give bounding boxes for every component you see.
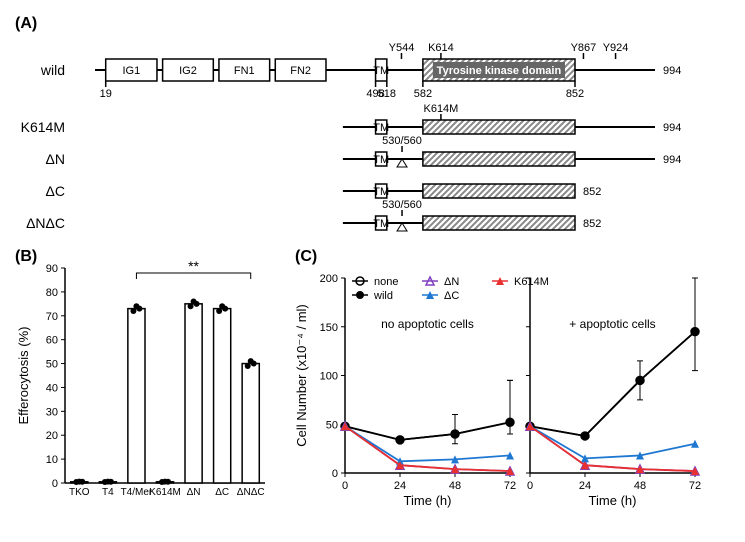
panel-c-svg: (C) Cell Number (x10⁻⁴ / ml) none wild ΔN ΔC K… xyxy=(290,243,730,523)
svg-text:72: 72 xyxy=(689,480,701,492)
svg-text:IG2: IG2 xyxy=(179,65,197,77)
svg-text:19: 19 xyxy=(100,88,112,100)
svg-text:ΔN: ΔN xyxy=(187,487,201,498)
panel-a-svg: (A) wild IG1 IG2 FN1 FN2 TM Tyrosine kinase dom… xyxy=(10,10,735,240)
svg-text:ΔN: ΔN xyxy=(46,151,65,167)
svg-text:150: 150 xyxy=(320,322,338,334)
svg-text:no apoptotic cells: no apoptotic cells xyxy=(381,317,474,331)
svg-text:0: 0 xyxy=(342,480,348,492)
svg-text:530/560: 530/560 xyxy=(382,135,422,147)
svg-text:(B): (B) xyxy=(15,248,37,265)
svg-text:ΔC: ΔC xyxy=(444,290,459,302)
svg-text:60: 60 xyxy=(46,335,58,347)
svg-text:Cell Number (x10⁻⁴ / ml): Cell Number (x10⁻⁴ / ml) xyxy=(294,304,309,446)
svg-text:48: 48 xyxy=(634,480,646,492)
svg-text:852: 852 xyxy=(583,218,601,230)
svg-text:Time (h): Time (h) xyxy=(404,493,452,508)
svg-text:ΔNΔC: ΔNΔC xyxy=(237,487,265,498)
svg-text:FN1: FN1 xyxy=(234,65,255,77)
svg-text:Efferocytosis (%): Efferocytosis (%) xyxy=(16,326,31,424)
svg-text:70: 70 xyxy=(46,311,58,323)
svg-text:(C): (C) xyxy=(295,248,317,265)
svg-text:K614M: K614M xyxy=(21,119,65,135)
panel-c: (C) Cell Number (x10⁻⁴ / ml) none wild ΔN ΔC K… xyxy=(290,243,730,526)
svg-text:48: 48 xyxy=(449,480,461,492)
svg-text:0: 0 xyxy=(527,480,533,492)
svg-text:TM: TM xyxy=(373,122,389,134)
svg-text:ΔC: ΔC xyxy=(215,487,229,498)
svg-text:ΔN: ΔN xyxy=(444,276,459,288)
svg-text:518: 518 xyxy=(378,88,396,100)
svg-text:Time (h): Time (h) xyxy=(589,493,637,508)
svg-text:T4/Mer: T4/Mer xyxy=(121,487,153,498)
svg-text:0: 0 xyxy=(332,468,338,480)
svg-text:TM: TM xyxy=(373,65,389,77)
svg-text:(A): (A) xyxy=(15,15,37,32)
svg-text:K614M: K614M xyxy=(514,276,549,288)
svg-text:24: 24 xyxy=(394,480,406,492)
svg-text:90: 90 xyxy=(46,263,58,275)
svg-text:T4: T4 xyxy=(102,487,114,498)
svg-text:TM: TM xyxy=(373,218,389,230)
panel-b-svg: (B) 0 10 20 30 40 50 60 70 80 90 Efferocytosis (%) T… xyxy=(10,243,280,523)
svg-text:50: 50 xyxy=(326,419,338,431)
svg-text:K614: K614 xyxy=(428,42,454,54)
svg-text:ΔC: ΔC xyxy=(46,183,65,199)
svg-text:50: 50 xyxy=(46,359,58,371)
svg-text:852: 852 xyxy=(583,186,601,198)
svg-text:100: 100 xyxy=(320,371,338,383)
svg-text:wild: wild xyxy=(373,290,393,302)
svg-text:0: 0 xyxy=(52,478,58,490)
svg-text:+ apoptotic cells: + apoptotic cells xyxy=(569,317,655,331)
svg-text:24: 24 xyxy=(579,480,591,492)
svg-text:Tyrosine kinase domain: Tyrosine kinase domain xyxy=(437,65,562,77)
svg-text:K614M: K614M xyxy=(149,487,181,498)
svg-text:**: ** xyxy=(188,258,199,274)
svg-text:994: 994 xyxy=(663,65,681,77)
svg-text:582: 582 xyxy=(414,88,432,100)
svg-text:852: 852 xyxy=(566,88,584,100)
svg-text:K614M: K614M xyxy=(423,103,458,115)
svg-text:20: 20 xyxy=(46,430,58,442)
svg-text:994: 994 xyxy=(663,122,681,134)
panel-a: (A) wild IG1 IG2 FN1 FN2 TM Tyrosine kinase dom… xyxy=(10,10,745,243)
svg-text:80: 80 xyxy=(46,287,58,299)
svg-text:ΔNΔC: ΔNΔC xyxy=(26,215,65,231)
svg-text:72: 72 xyxy=(504,480,516,492)
panel-b: (B) 0 10 20 30 40 50 60 70 80 90 Efferocytosis (%) T… xyxy=(10,243,280,526)
svg-text:Y544: Y544 xyxy=(389,42,415,54)
svg-text:FN2: FN2 xyxy=(290,65,311,77)
svg-text:TM: TM xyxy=(373,186,389,198)
svg-text:wild: wild xyxy=(40,62,65,78)
svg-text:TKO: TKO xyxy=(69,487,90,498)
svg-text:200: 200 xyxy=(320,273,338,285)
svg-text:530/560: 530/560 xyxy=(382,199,422,211)
svg-text:IG1: IG1 xyxy=(122,65,140,77)
svg-text:Y924: Y924 xyxy=(603,42,629,54)
svg-text:994: 994 xyxy=(663,154,681,166)
svg-text:40: 40 xyxy=(46,382,58,394)
svg-text:TM: TM xyxy=(373,154,389,166)
svg-text:30: 30 xyxy=(46,406,58,418)
svg-text:10: 10 xyxy=(46,454,58,466)
svg-text:Y867: Y867 xyxy=(571,42,597,54)
svg-text:none: none xyxy=(374,276,398,288)
